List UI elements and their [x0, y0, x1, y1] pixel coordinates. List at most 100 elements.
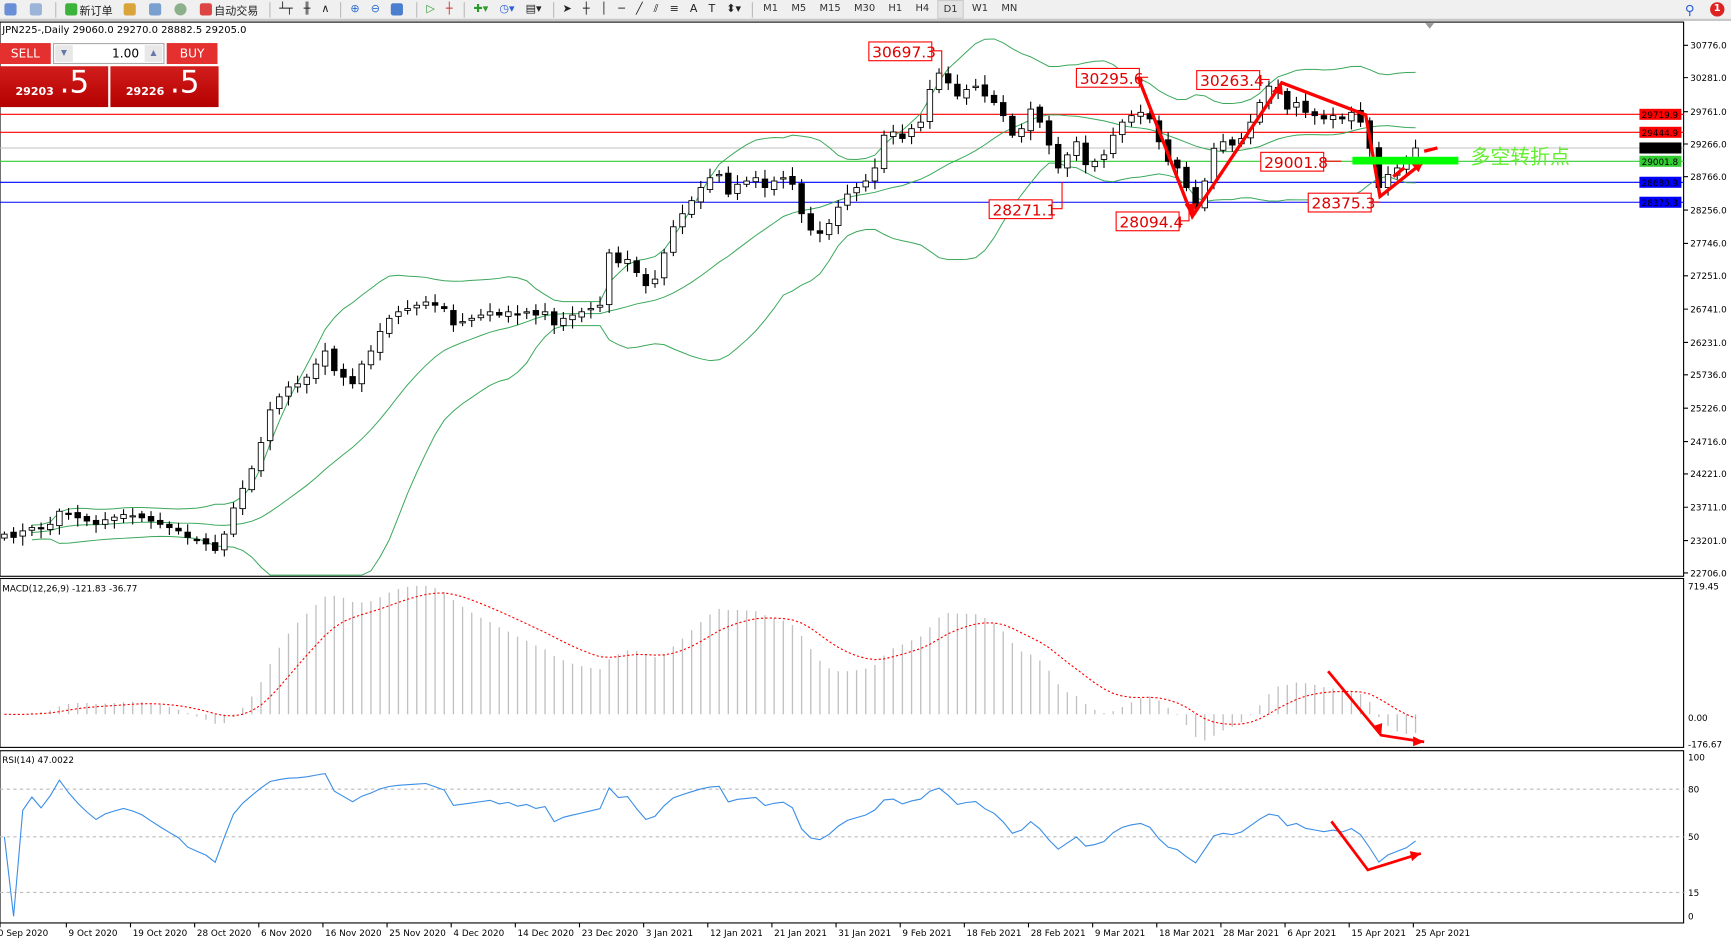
candle[interactable]	[184, 524, 191, 545]
new-order-button[interactable]: 新订单	[61, 1, 117, 18]
rsi-divergence-arrow[interactable]	[1330, 820, 1422, 872]
candle[interactable]	[340, 363, 347, 386]
indicators-button[interactable]: ✚▾	[473, 3, 489, 16]
candle[interactable]	[147, 511, 155, 529]
candle[interactable]	[569, 306, 576, 329]
candle[interactable]	[670, 220, 677, 257]
candle[interactable]	[523, 307, 530, 320]
metaeditor-button[interactable]	[119, 1, 142, 18]
candle[interactable]	[926, 79, 934, 129]
candle[interactable]	[276, 393, 283, 415]
chart-shift-button[interactable]: ┼	[445, 3, 453, 16]
trendline-tool[interactable]: ╱	[635, 3, 643, 16]
candle[interactable]	[688, 196, 695, 218]
templates-button[interactable]: ▤▾	[525, 3, 542, 16]
candle[interactable]	[285, 381, 292, 406]
candle[interactable]	[266, 401, 274, 451]
timeframe-m1[interactable]: M1	[763, 2, 779, 14]
vertical-line-tool[interactable]: │	[600, 3, 608, 16]
candle[interactable]	[743, 176, 750, 188]
candle[interactable]	[202, 533, 210, 551]
candle[interactable]	[450, 304, 457, 332]
candle[interactable]	[102, 512, 109, 530]
candle[interactable]	[65, 508, 72, 520]
candle[interactable]	[468, 314, 475, 328]
auto-trading-button[interactable]: 自动交易	[195, 1, 262, 18]
candle[interactable]	[349, 368, 356, 389]
candle[interactable]	[1219, 133, 1227, 154]
candle[interactable]	[221, 530, 228, 557]
candle[interactable]	[441, 302, 448, 313]
notification-badge[interactable]: 1	[1710, 2, 1725, 17]
candle[interactable]	[706, 168, 714, 193]
pivot-zone-bar[interactable]	[1352, 156, 1459, 165]
candle[interactable]	[1302, 93, 1309, 118]
candle[interactable]	[1100, 149, 1108, 168]
candle[interactable]	[551, 307, 558, 335]
candle[interactable]	[807, 206, 814, 236]
candle[interactable]	[917, 114, 924, 132]
candle[interactable]	[156, 512, 164, 529]
candle[interactable]	[1293, 96, 1300, 117]
candle[interactable]	[294, 375, 301, 393]
candle[interactable]	[697, 180, 705, 210]
candle[interactable]	[908, 123, 915, 145]
candle[interactable]	[615, 246, 622, 268]
candle[interactable]	[651, 270, 659, 288]
candle[interactable]	[660, 248, 668, 286]
candle[interactable]	[605, 248, 613, 313]
candle[interactable]	[633, 256, 640, 277]
candle[interactable]	[1036, 104, 1044, 128]
sell-price-button[interactable]: 29203 .5	[0, 64, 109, 108]
candle[interactable]	[83, 513, 91, 527]
candle[interactable]	[331, 345, 338, 376]
candle[interactable]	[862, 173, 869, 192]
text-tool[interactable]: A	[689, 3, 698, 16]
candle[interactable]	[825, 218, 833, 240]
window-button[interactable]	[0, 1, 23, 18]
candle[interactable]	[376, 323, 384, 361]
candle[interactable]	[642, 267, 650, 294]
timeframe-m15[interactable]: M15	[819, 2, 841, 14]
candle[interactable]	[1, 531, 8, 541]
candle[interactable]	[770, 176, 778, 196]
annotation-label[interactable]: 30263.4	[1196, 70, 1270, 90]
candle[interactable]	[990, 90, 998, 106]
annotation-label[interactable]: 30295.6	[1075, 67, 1149, 88]
candle[interactable]	[257, 436, 265, 477]
candle[interactable]	[321, 342, 329, 375]
candle[interactable]	[47, 516, 54, 536]
candle[interactable]	[1009, 113, 1016, 138]
candle[interactable]	[120, 509, 127, 523]
buy-button[interactable]: BUY	[166, 43, 218, 65]
timeframe-h1[interactable]: H1	[888, 2, 903, 14]
timeframe-h4[interactable]: H4	[915, 2, 930, 14]
timeframe-mn[interactable]: MN	[1001, 2, 1018, 14]
zoom-out-button[interactable]: ⊖	[370, 3, 380, 16]
search-icon[interactable]: ⚲	[1684, 1, 1695, 18]
candle[interactable]	[1311, 108, 1318, 125]
candle[interactable]	[358, 360, 365, 393]
fibonacci-tool[interactable]: ≡	[669, 3, 679, 16]
timeframe-m30[interactable]: M30	[853, 2, 876, 14]
terminal-button[interactable]	[145, 1, 168, 18]
line-chart-button[interactable]: ∧	[321, 3, 330, 16]
candle[interactable]	[945, 66, 952, 91]
candle[interactable]	[835, 200, 842, 235]
candle[interactable]	[761, 169, 769, 198]
cursor-tool[interactable]: ➤	[562, 3, 572, 16]
candle[interactable]	[10, 527, 17, 544]
candle[interactable]	[1174, 157, 1181, 176]
tile-windows-button[interactable]	[387, 1, 410, 18]
candle[interactable]	[798, 179, 805, 223]
candle[interactable]	[981, 75, 989, 103]
candle[interactable]	[514, 305, 521, 325]
candle[interactable]	[578, 307, 585, 323]
autoscroll-button[interactable]: ▷	[426, 3, 435, 16]
candle[interactable]	[1045, 115, 1053, 155]
annotation-label[interactable]: 28375.3	[1307, 192, 1380, 213]
annotation-label[interactable]: 28271.1	[988, 182, 1063, 219]
candle[interactable]	[1339, 113, 1346, 124]
candle[interactable]	[175, 522, 182, 535]
